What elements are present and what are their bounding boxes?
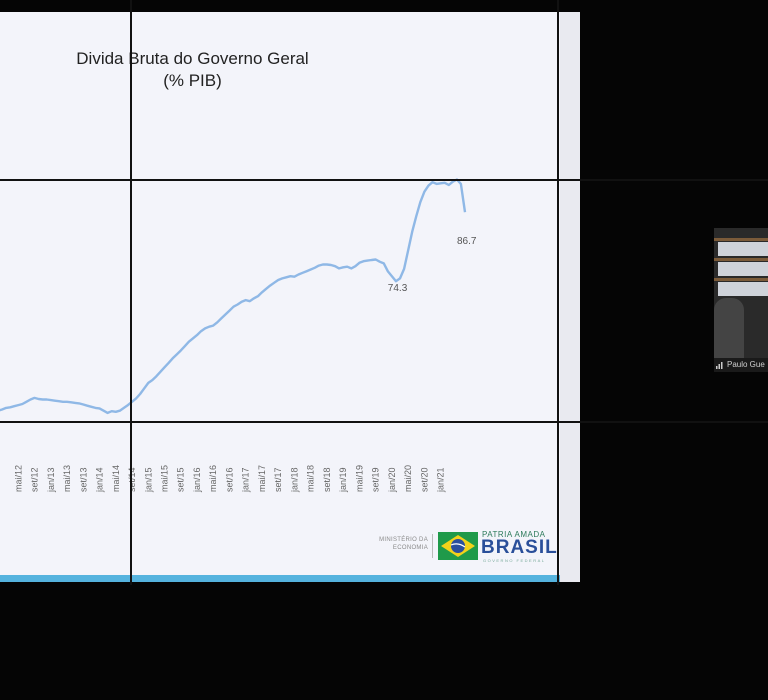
x-tick-label: mai/14 (111, 465, 121, 492)
series-line (0, 178, 467, 415)
bookshelf-board (714, 278, 768, 281)
ministry-line1: MINISTÉRIO DA (379, 537, 428, 543)
data-label: 86.7 (457, 236, 477, 247)
bookshelf-books (718, 262, 768, 276)
x-tick-label: set/16 (225, 467, 235, 492)
x-tick-label: set/20 (419, 467, 429, 492)
x-tick-label: set/19 (371, 467, 381, 492)
videowall-seam-horizontal (0, 179, 768, 181)
participant-silhouette (714, 298, 744, 358)
x-tick-label: set/14 (127, 467, 137, 492)
x-tick-label: jan/15 (143, 467, 153, 493)
slide-footer-band (0, 575, 560, 582)
x-tick-label: jan/16 (192, 467, 202, 493)
x-tick-label: mai/13 (62, 465, 72, 492)
data-label: 74.3 (388, 283, 408, 294)
signal-strength-icon (716, 361, 723, 369)
government-logo-block: MINISTÉRIO DA ECONOMIA PATRIA AMADA BRAS… (370, 528, 560, 568)
logo-divider (432, 534, 433, 558)
participant-name: Paulo Gue (727, 360, 765, 369)
bookshelf-books (718, 242, 768, 256)
x-tick-label: jan/14 (95, 467, 105, 493)
x-tick-label: mai/18 (306, 465, 316, 492)
ministry-label: MINISTÉRIO DA ECONOMIA (370, 536, 428, 552)
screen-edge (560, 12, 580, 582)
brand-tagline: PATRIA AMADA (482, 530, 546, 539)
chart-title: Divida Bruta do Governo Geral (76, 49, 309, 68)
x-tick-label: jan/18 (289, 467, 299, 493)
x-tick-label: set/12 (30, 467, 40, 492)
videowall-seam-horizontal (0, 421, 768, 423)
x-tick-label: mai/15 (160, 465, 170, 492)
x-tick-label: mai/17 (257, 465, 267, 492)
x-tick-label: mai/19 (354, 465, 364, 492)
x-tick-label: jan/19 (338, 467, 348, 493)
bookshelf-board (714, 258, 768, 261)
videowall-seam-vertical (130, 0, 132, 585)
videowall-seam-vertical (557, 0, 559, 585)
x-tick-label: set/13 (78, 467, 88, 492)
participant-video-tile[interactable] (714, 228, 768, 372)
presentation-screen (0, 12, 580, 582)
chart-title-block: Divida Bruta do Governo Geral (% PIB) (0, 48, 385, 92)
x-tick-label: set/18 (322, 467, 332, 492)
x-tick-label: jan/13 (46, 467, 56, 493)
bookshelf-books (718, 282, 768, 296)
bookshelf-board (714, 238, 768, 241)
x-tick-label: jan/20 (387, 467, 397, 493)
brand-subline: GOVERNO FEDERAL (483, 558, 546, 563)
x-tick-label: jan/21 (436, 467, 446, 493)
x-tick-label: mai/16 (208, 465, 218, 492)
x-tick-label: set/17 (273, 467, 283, 492)
x-tick-label: set/15 (176, 467, 186, 492)
brand-name: BRASIL (481, 537, 558, 558)
x-tick-label: jan/17 (241, 467, 251, 493)
brazil-flag-icon (438, 532, 478, 560)
chart-subtitle: (% PIB) (163, 71, 222, 90)
participant-name-bar: Paulo Gue (714, 358, 768, 372)
x-tick-label: mai/12 (13, 465, 23, 492)
x-tick-label: mai/20 (403, 465, 413, 492)
ministry-line2: ECONOMIA (392, 545, 428, 551)
